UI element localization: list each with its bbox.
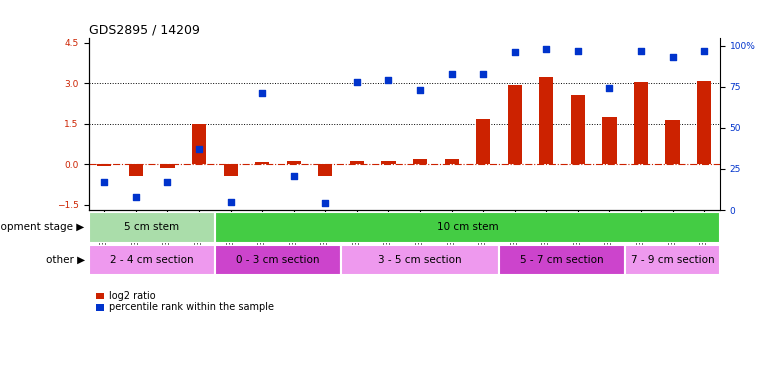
Point [383, 77, 395, 83]
Bar [625, 244, 720, 275]
Text: GDS2895 / 14209: GDS2895 / 14209 [89, 23, 199, 36]
Text: 5 cm stem: 5 cm stem [124, 222, 179, 232]
Text: other ▶: other ▶ [45, 255, 85, 265]
Bar [697, 81, 711, 164]
Bar [634, 82, 648, 164]
Bar [215, 212, 720, 243]
Bar [665, 120, 680, 164]
Point [99, 179, 111, 185]
Bar [381, 162, 396, 164]
Bar [571, 96, 585, 164]
Bar [318, 164, 333, 176]
Text: 0 - 3 cm section: 0 - 3 cm section [236, 255, 320, 265]
Bar [476, 119, 490, 164]
Bar [223, 164, 238, 176]
Text: 5 - 7 cm section: 5 - 7 cm section [521, 255, 604, 265]
Point [225, 199, 237, 205]
Point [351, 79, 363, 85]
Bar [507, 86, 522, 164]
Bar [192, 124, 206, 164]
Text: log2 ratio: log2 ratio [109, 291, 156, 301]
Bar [286, 160, 301, 164]
Point [667, 54, 679, 60]
Text: 3 - 5 cm section: 3 - 5 cm section [378, 255, 462, 265]
Bar [97, 164, 112, 165]
Point [288, 172, 300, 178]
Point [604, 86, 616, 92]
Point [320, 200, 332, 206]
Bar [413, 159, 427, 164]
Bar [160, 164, 175, 168]
Bar [602, 117, 617, 164]
Bar [129, 164, 143, 176]
Bar [539, 76, 554, 164]
Text: 2 - 4 cm section: 2 - 4 cm section [110, 255, 193, 265]
Bar [89, 212, 215, 243]
Bar [444, 159, 459, 164]
Bar [89, 244, 215, 275]
Text: percentile rank within the sample: percentile rank within the sample [109, 302, 273, 312]
Point [698, 48, 711, 54]
Text: 10 cm stem: 10 cm stem [437, 222, 498, 232]
Point [162, 179, 174, 185]
Point [192, 146, 205, 152]
Text: 7 - 9 cm section: 7 - 9 cm section [631, 255, 715, 265]
Point [509, 49, 521, 55]
Point [541, 46, 553, 52]
Bar [350, 160, 364, 164]
Bar [255, 162, 270, 164]
Point [635, 48, 648, 54]
Bar [215, 244, 341, 275]
Point [256, 90, 269, 96]
Point [446, 70, 458, 76]
Bar [341, 244, 499, 275]
Point [572, 48, 584, 54]
Bar [499, 244, 625, 275]
Point [414, 87, 427, 93]
Point [130, 194, 142, 200]
Point [477, 70, 490, 76]
Text: development stage ▶: development stage ▶ [0, 222, 85, 232]
